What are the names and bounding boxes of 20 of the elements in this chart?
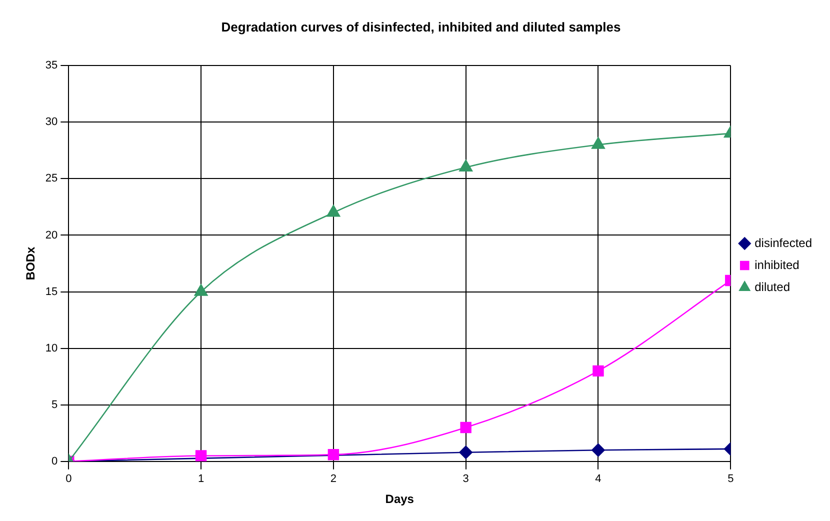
y-tick-label: 30	[45, 116, 58, 128]
x-tick-label: 3	[462, 473, 469, 486]
x-tick-label: 0	[66, 473, 72, 486]
x-tick-label: 5	[728, 473, 734, 486]
legend-label: inhibited	[754, 258, 800, 272]
chart-title: Degradation curves of disinfected, inhibited and diluted samples	[221, 19, 621, 34]
y-tick-label: 20	[45, 229, 58, 242]
y-tick-label: 10	[45, 342, 58, 354]
y-tick-label: 0	[52, 455, 58, 468]
x-tick-label: 4	[595, 473, 602, 486]
y-tick-label: 5	[52, 398, 58, 411]
y-tick-label: 35	[45, 60, 58, 72]
x-axis-title: Days	[385, 492, 414, 506]
x-tick-label: 1	[198, 473, 204, 486]
x-tick-label: 2	[330, 473, 336, 486]
legend-label: disinfected	[754, 236, 812, 250]
y-axis-title: BODx	[24, 246, 38, 280]
y-tick-label: 25	[45, 172, 58, 185]
legend-label: diluted	[754, 280, 790, 294]
y-tick-label: 15	[45, 286, 58, 298]
